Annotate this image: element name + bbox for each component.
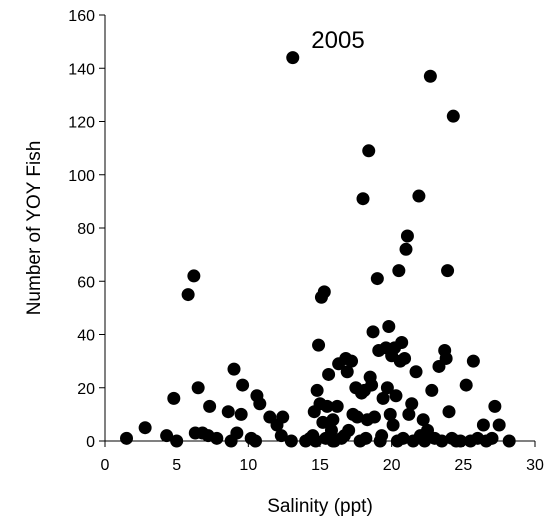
data-point [234, 407, 248, 421]
y-tick-label: 100 [68, 168, 95, 185]
axes [104, 15, 535, 442]
data-point [442, 405, 456, 419]
data-point [380, 381, 394, 395]
data-point [221, 405, 235, 419]
data-point [400, 229, 414, 243]
data-point [425, 383, 439, 397]
y-tick-label: 20 [77, 381, 95, 398]
data-point [459, 378, 473, 392]
data-point [396, 431, 410, 445]
data-point [395, 335, 409, 349]
data-point [367, 410, 381, 424]
data-point [370, 272, 384, 286]
data-point [316, 415, 330, 429]
y-tick-label: 60 [77, 274, 95, 291]
data-point [488, 399, 502, 413]
x-tick-label: 10 [239, 457, 257, 474]
data-point [120, 431, 133, 445]
data-point [330, 399, 344, 413]
data-point [362, 144, 376, 158]
data-point [446, 109, 460, 123]
data-point [476, 418, 490, 432]
data-point [423, 69, 437, 83]
data-point [312, 338, 326, 352]
y-ticks: 0 20 40 60 80 100 120 140 160 [68, 8, 105, 451]
data-point [492, 418, 506, 432]
x-tick-label: 30 [526, 457, 544, 474]
data-point [286, 51, 300, 65]
data-point [191, 381, 205, 395]
data-point [359, 431, 373, 445]
y-tick-label: 140 [68, 61, 95, 78]
data-point [386, 418, 400, 432]
x-tick-label: 20 [383, 457, 401, 474]
x-axis-title: Salinity (ppt) [267, 496, 373, 517]
x-tick-label: 0 [101, 457, 110, 474]
data-point [317, 285, 331, 299]
y-tick-label: 120 [68, 115, 95, 132]
data-point [441, 264, 455, 278]
data-point [322, 367, 336, 381]
annotation-year: 2005 [311, 27, 364, 54]
data-point [138, 421, 152, 435]
data-point [340, 365, 354, 379]
data-point [466, 354, 480, 368]
data-point [313, 397, 327, 411]
data-point [203, 399, 217, 413]
data-point [310, 383, 324, 397]
x-tick-label: 25 [454, 457, 472, 474]
data-point [485, 431, 499, 445]
data-point [405, 397, 419, 411]
data-point [392, 264, 406, 278]
data-point [376, 391, 390, 405]
x-ticks: 0 5 10 15 20 25 30 [101, 441, 544, 474]
y-tick-label: 160 [68, 8, 95, 25]
data-point [342, 423, 356, 437]
data-point [375, 429, 389, 443]
data-point [276, 410, 290, 424]
data-point [274, 429, 288, 443]
x-tick-label: 5 [172, 457, 181, 474]
data-point [439, 351, 453, 365]
data-point [230, 426, 244, 440]
data-point [402, 407, 416, 421]
data-point [356, 192, 370, 206]
data-point [382, 320, 396, 334]
data-point [350, 410, 364, 424]
data-point [399, 242, 413, 256]
data-point [236, 378, 250, 392]
y-tick-label: 40 [77, 328, 95, 345]
data-point [383, 407, 397, 421]
data-point [227, 362, 241, 376]
y-tick-label: 0 [86, 434, 95, 451]
data-point [253, 397, 267, 411]
data-point [389, 389, 403, 403]
data-point [412, 189, 426, 203]
data-points [120, 51, 516, 448]
data-point [326, 413, 340, 427]
data-point [210, 431, 224, 445]
y-axis-title: Number of YOY Fish [24, 141, 45, 316]
data-point [416, 413, 430, 427]
data-point [365, 378, 379, 392]
data-point [398, 351, 412, 365]
data-point [187, 269, 201, 283]
data-point [366, 325, 380, 339]
x-tick-label: 15 [311, 457, 329, 474]
data-point [409, 365, 423, 379]
data-point [167, 391, 181, 405]
data-point [345, 354, 359, 368]
y-tick-label: 80 [77, 221, 95, 238]
data-point [181, 288, 195, 302]
data-point [160, 429, 174, 443]
